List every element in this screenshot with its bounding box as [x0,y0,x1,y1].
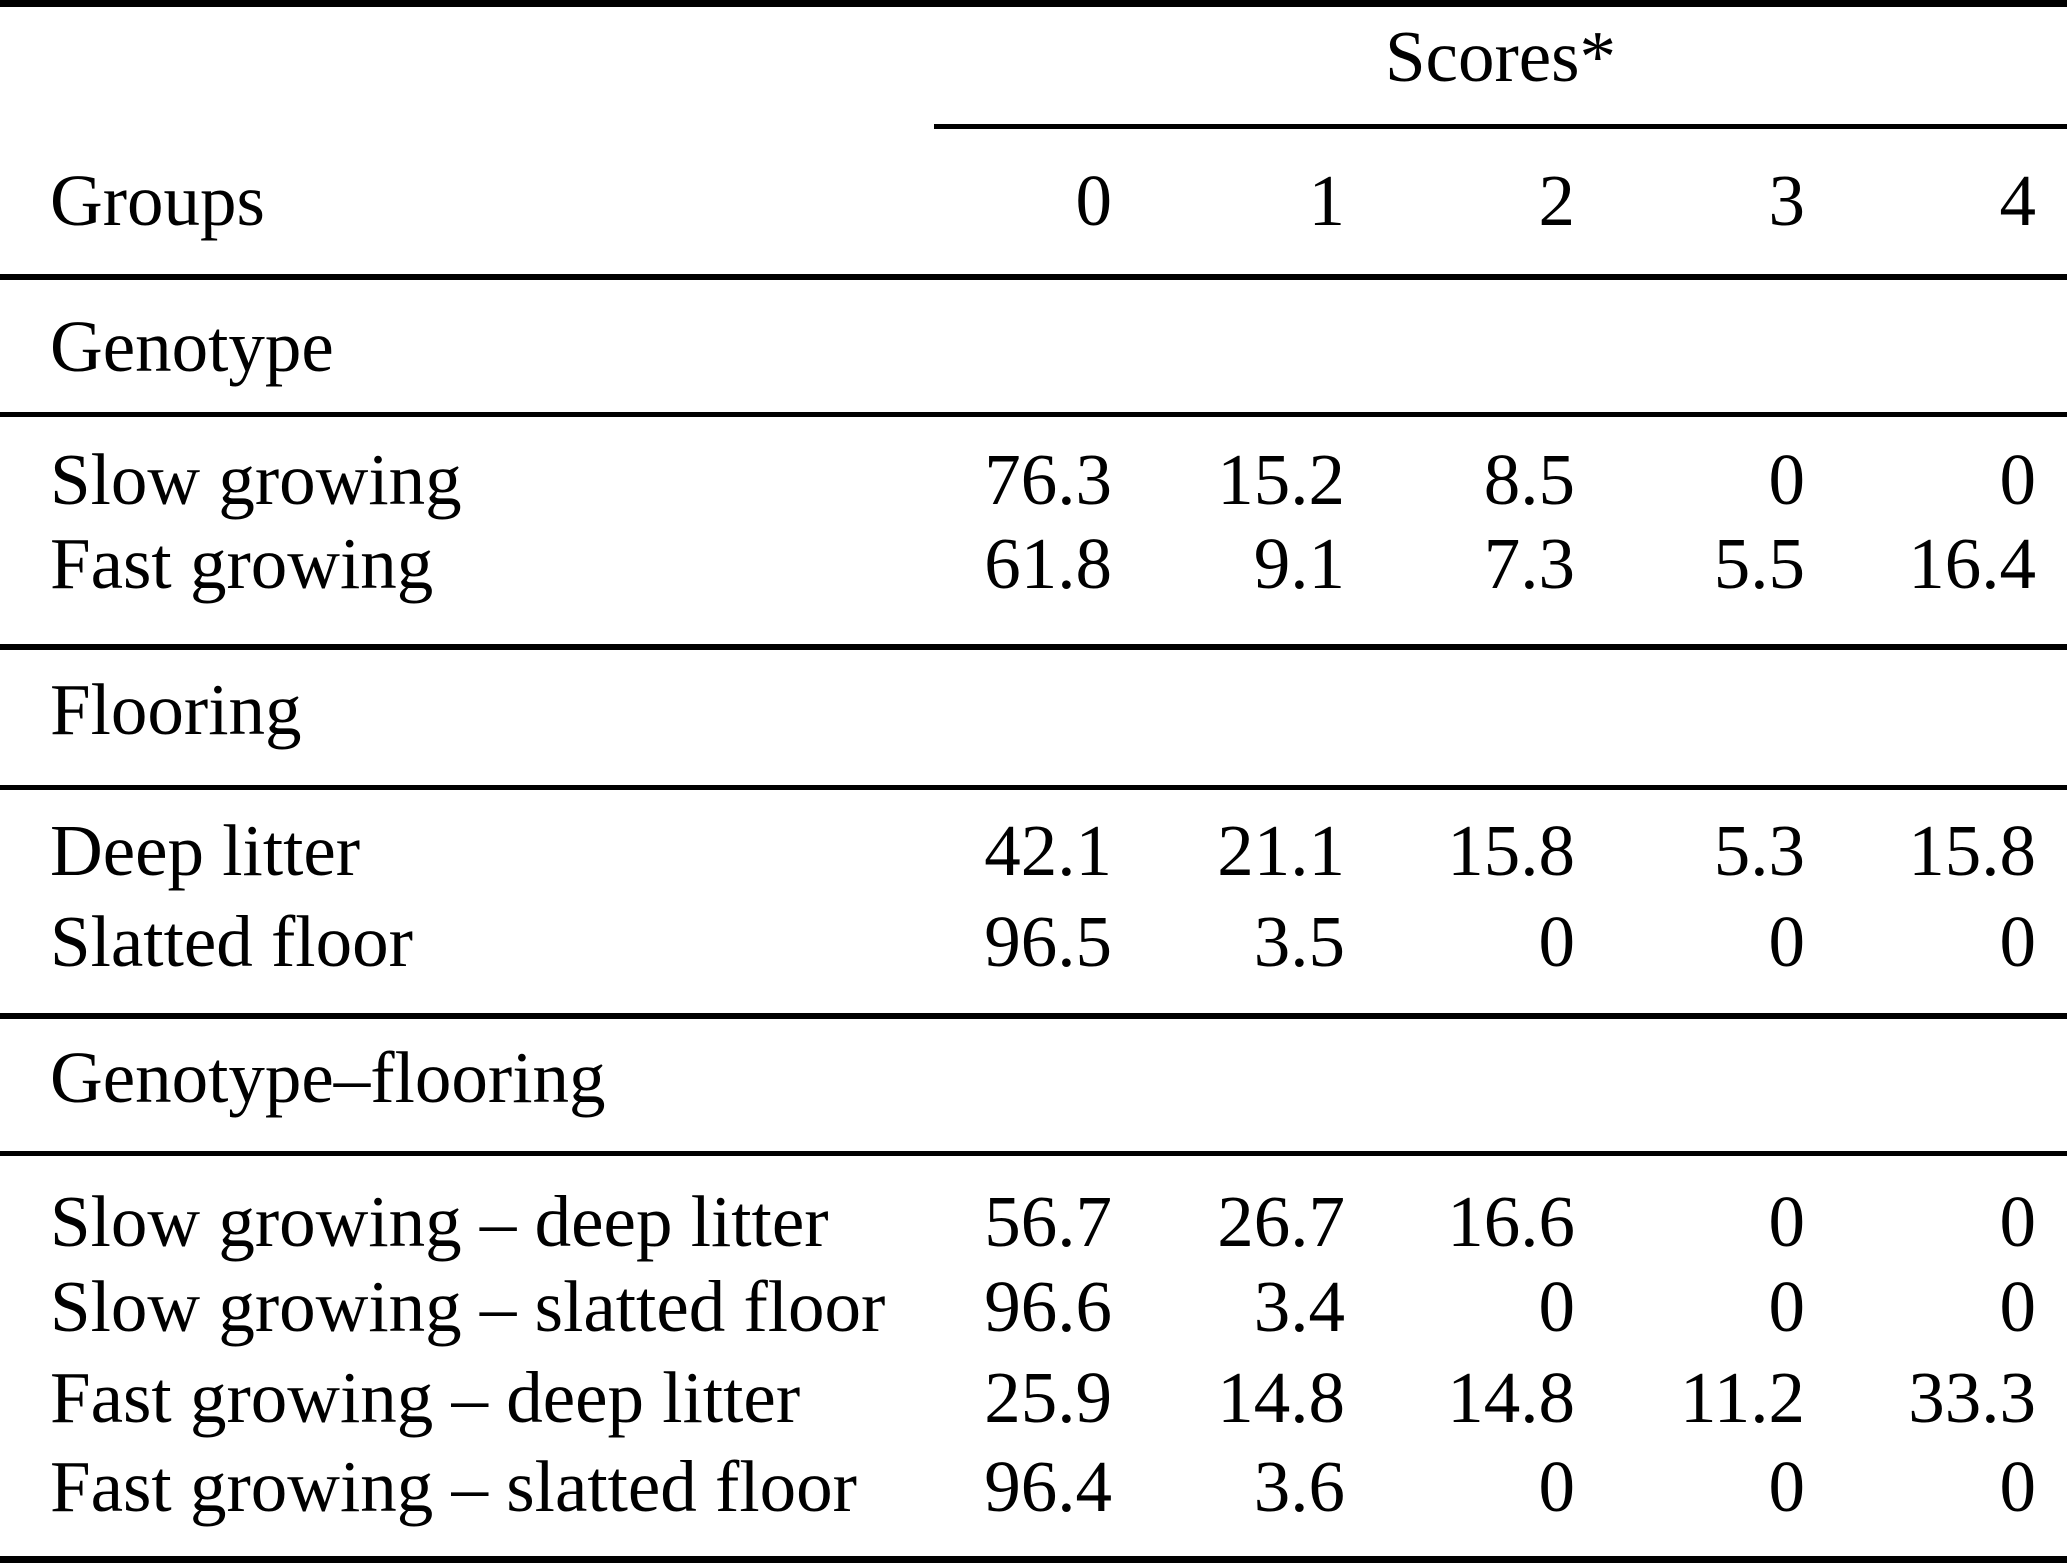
table-row-slatted-floor: Slatted floor 96.5 3.5 0 0 0 [0,897,2036,987]
flooring-title-rule [0,785,2067,790]
cell-value: 33.3 [1908,1357,2036,1438]
header-rule [0,274,2067,280]
scores-column-group-header: Scores* [1384,16,1617,97]
cell-value: 16.4 [1908,523,2036,604]
table-row-fast-deep-litter: Fast growing – deep litter 25.9 14.8 14.… [0,1353,2036,1443]
cell-value: 25.9 [984,1357,1112,1438]
table-row-fast-growing: Fast growing 61.8 9.1 7.3 5.5 16.4 [0,519,2036,609]
cell-value: 0 [1538,1266,1576,1347]
section-title: Genotype–flooring [50,1037,606,1118]
score-column-header-0: 0 [1075,160,1113,241]
cell-value: 0 [1768,901,1806,982]
row-label: Slow growing – slatted floor [50,1266,886,1347]
row-label: Fast growing – slatted floor [50,1446,857,1527]
cell-value: 0 [1768,1181,1806,1262]
cell-value: 7.3 [1483,523,1575,604]
cell-value: 96.4 [984,1446,1112,1527]
cell-value: 0 [1999,1446,2037,1527]
cell-value: 0 [1538,901,1576,982]
cell-value: 15.8 [1908,810,2036,891]
cell-value: 0 [1999,1266,2037,1347]
cell-value: 16.6 [1447,1181,1575,1262]
section-header-flooring: Flooring [0,665,2036,755]
cell-value: 15.2 [1217,439,1345,520]
scores-spanner-rule [934,124,2067,129]
cell-value: 96.6 [984,1266,1112,1347]
row-label: Slow growing – deep litter [50,1181,829,1262]
genotype-title-rule [0,412,2067,417]
cell-value: 5.3 [1713,810,1805,891]
cell-value: 42.1 [984,810,1112,891]
cell-value: 11.2 [1679,1357,1805,1438]
genotype-section-rule [0,644,2067,650]
row-label: Fast growing – deep litter [50,1357,801,1438]
cell-value: 0 [1999,901,2037,982]
cell-value: 8.5 [1483,439,1575,520]
column-header-row: Groups 0 1 2 3 4 [0,156,2036,246]
bottom-rule [0,1556,2067,1563]
cell-value: 3.6 [1253,1446,1345,1527]
cell-value: 76.3 [984,439,1112,520]
row-label: Slatted floor [50,901,413,982]
row-label: Slow growing [50,439,462,520]
cell-value: 0 [1538,1446,1576,1527]
score-column-header-4: 4 [1999,160,2037,241]
table-row-slow-deep-litter: Slow growing – deep litter 56.7 26.7 16.… [0,1177,2036,1267]
cell-value: 14.8 [1447,1357,1575,1438]
cell-value: 3.4 [1253,1266,1345,1347]
score-column-header-3: 3 [1768,160,1806,241]
flooring-section-rule [0,1013,2067,1019]
table-row-fast-slatted-floor: Fast growing – slatted floor 96.4 3.6 0 … [0,1442,2036,1532]
cell-value: 14.8 [1217,1357,1345,1438]
cell-value: 15.8 [1447,810,1575,891]
groups-column-header: Groups [50,160,265,241]
score-column-header-1: 1 [1308,160,1346,241]
cell-value: 0 [1999,1181,2037,1262]
top-rule [0,0,2067,7]
cell-value: 5.5 [1713,523,1805,604]
row-label: Fast growing [50,523,434,604]
cell-value: 0 [1768,439,1806,520]
cell-value: 61.8 [984,523,1112,604]
cell-value: 3.5 [1253,901,1345,982]
section-title: Genotype [50,306,334,387]
cell-value: 0 [1768,1266,1806,1347]
cell-value: 56.7 [984,1181,1112,1262]
table-row-deep-litter: Deep litter 42.1 21.1 15.8 5.3 15.8 [0,806,2036,896]
section-header-genotype-flooring: Genotype–flooring [0,1033,2036,1123]
cell-value: 0 [1768,1446,1806,1527]
section-header-genotype: Genotype [0,302,2036,392]
cell-value: 96.5 [984,901,1112,982]
cell-value: 21.1 [1217,810,1345,891]
table-row-slow-slatted-floor: Slow growing – slatted floor 96.6 3.4 0 … [0,1262,2036,1352]
cell-value: 26.7 [1217,1181,1345,1262]
score-column-header-2: 2 [1538,160,1576,241]
cell-value: 0 [1999,439,2037,520]
row-label: Deep litter [50,810,361,891]
interaction-title-rule [0,1151,2067,1156]
section-title: Flooring [50,669,302,750]
cell-value: 9.1 [1253,523,1345,604]
table-row-slow-growing: Slow growing 76.3 15.2 8.5 0 0 [0,435,2036,525]
